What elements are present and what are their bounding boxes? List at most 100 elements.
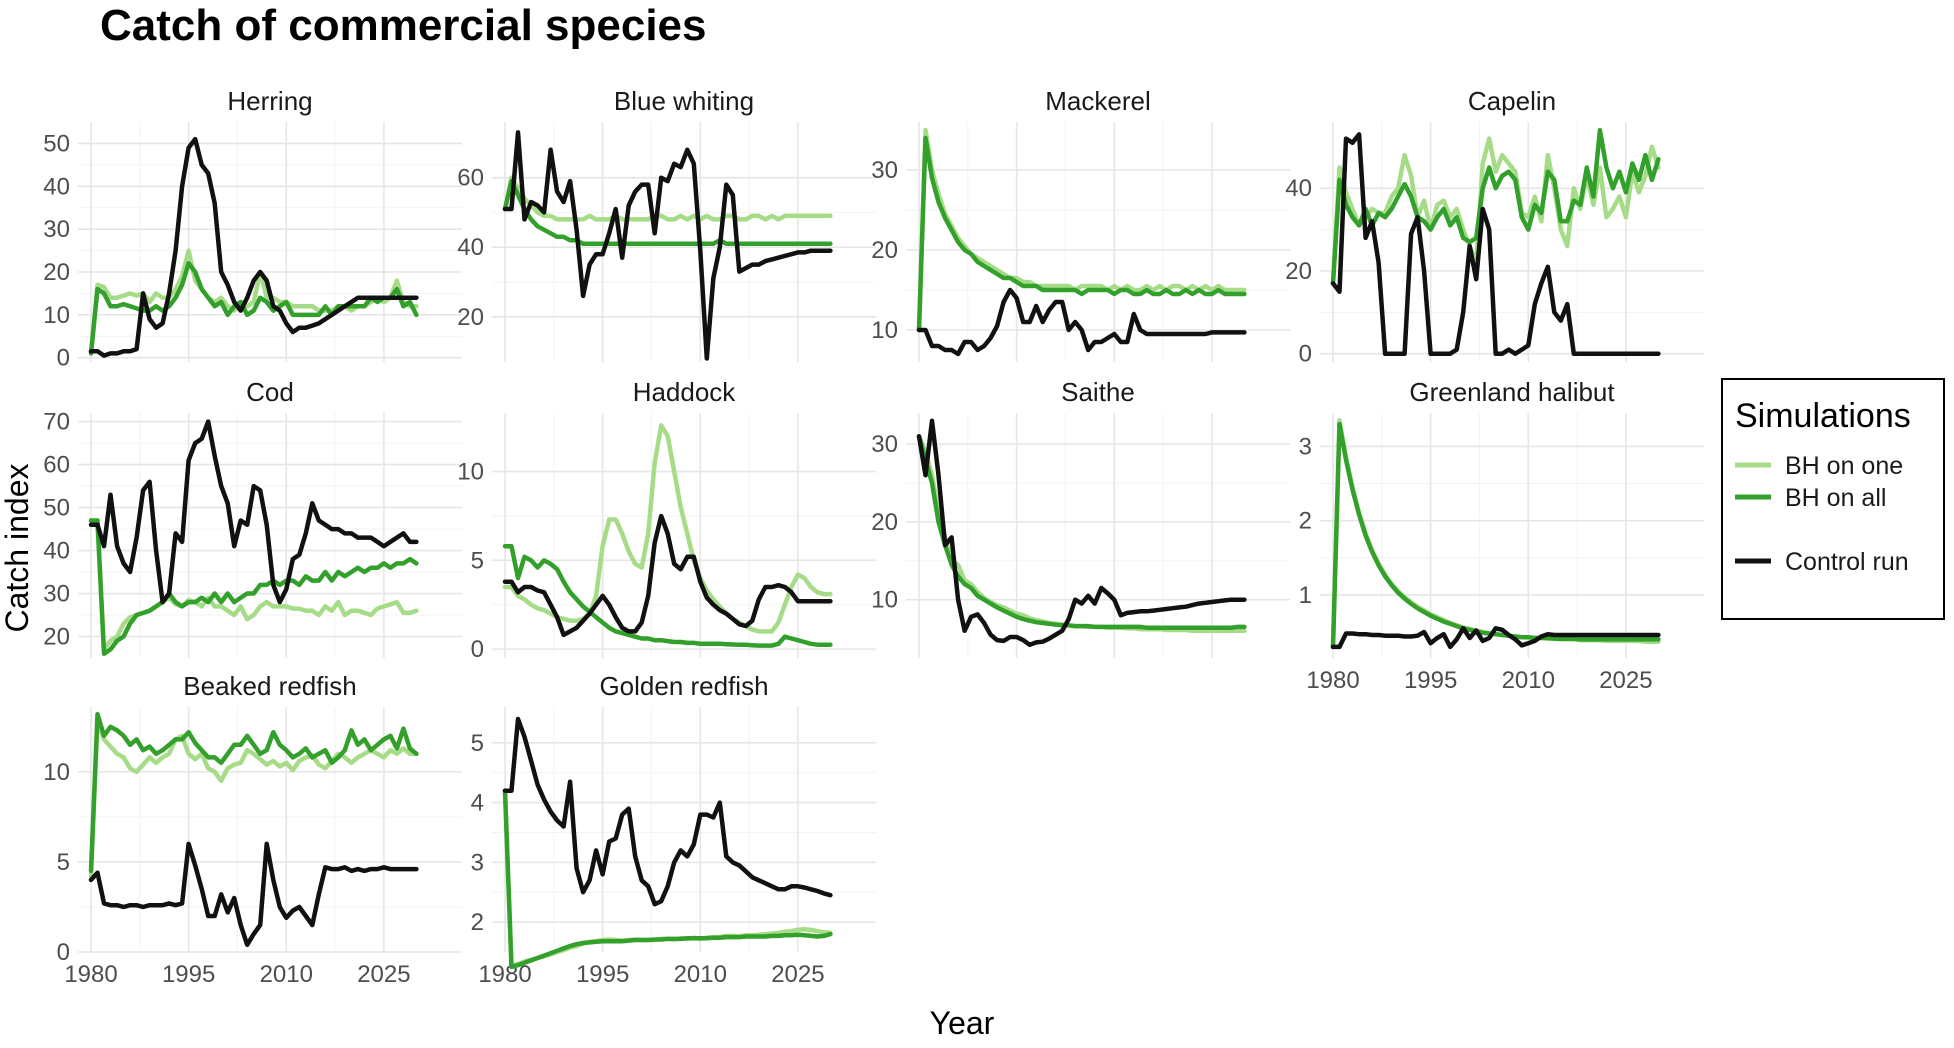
x-tick-label: 1995 [576, 961, 629, 988]
y-tick-label: 20 [1285, 258, 1312, 285]
panel-title: Mackerel [1045, 86, 1150, 116]
y-tick-label: 0 [1299, 341, 1312, 368]
x-tick-label: 2025 [1599, 667, 1652, 694]
series-line-control-run [1330, 626, 1661, 650]
series-line-control-run [88, 841, 419, 948]
series-line-control-run [502, 130, 833, 361]
y-tick-label: 0 [57, 345, 70, 372]
x-tick-label: 1995 [162, 961, 215, 988]
x-tick-label: 1980 [64, 961, 117, 988]
series-line-control-run [502, 716, 833, 907]
panel-title: Saithe [1061, 377, 1135, 407]
y-tick-label: 10 [43, 759, 70, 786]
y-tick-label: 70 [43, 409, 70, 436]
panel-title: Haddock [633, 377, 737, 407]
series-line-bh-on-all [88, 518, 419, 656]
y-tick-label: 30 [43, 581, 70, 608]
legend-entries: BH on one BH on all Control run [1735, 452, 1909, 576]
x-tick-label: 2025 [357, 961, 410, 988]
y-tick-label: 0 [57, 939, 70, 966]
panel-herring: Herring 0 10 20 30 40 50 [43, 86, 462, 372]
series-line-bh-on-one [502, 175, 833, 222]
y-tick-label: 60 [457, 165, 484, 192]
series-line-control-run [88, 419, 419, 605]
y-tick-label: 5 [471, 547, 484, 574]
x-axis-label: Year [930, 1005, 995, 1041]
series-line-bh-on-all [88, 711, 419, 874]
y-tick-label: 30 [871, 157, 898, 184]
series-line-control-run [916, 287, 1247, 357]
y-tick-label: 2 [471, 909, 484, 936]
y-tick-label: 30 [871, 431, 898, 458]
chart-title: Catch of commercial species [100, 1, 706, 50]
legend-label: Control run [1785, 548, 1909, 576]
y-tick-label: 10 [871, 587, 898, 614]
legend-label: BH on one [1785, 452, 1903, 480]
panel-blue-whiting: Blue whiting 20 40 60 [457, 86, 876, 362]
y-tick-label: 30 [43, 216, 70, 243]
y-tick-label: 4 [471, 790, 484, 817]
series-line-bh-on-all [916, 434, 1247, 630]
y-tick-label: 40 [1285, 175, 1312, 202]
panel-saithe: Saithe 10 20 30 [871, 377, 1290, 658]
series-line-control-run [916, 418, 1247, 648]
panel-title: Cod [246, 377, 294, 407]
x-tick-label: 2010 [260, 961, 313, 988]
panel-haddock: Haddock 0 5 10 [457, 377, 876, 663]
y-tick-label: 10 [871, 317, 898, 344]
y-tick-label: 3 [1299, 433, 1312, 460]
y-tick-label: 10 [457, 459, 484, 486]
y-tick-label: 3 [471, 849, 484, 876]
legend-entry-bh-on-all: BH on all [1735, 484, 1886, 512]
x-tick-label: 1980 [1306, 667, 1359, 694]
y-tick-label: 5 [471, 730, 484, 757]
panel-title: Herring [227, 86, 312, 116]
legend-entry-control-run: Control run [1735, 548, 1909, 576]
y-tick-label: 0 [471, 636, 484, 663]
series-line-bh-on-all [502, 543, 833, 648]
x-tick-label: 2025 [771, 961, 824, 988]
series-line-bh-on-one [88, 719, 419, 879]
series-line-bh-on-all [502, 178, 833, 246]
y-tick-label: 40 [457, 234, 484, 261]
y-tick-label: 50 [43, 495, 70, 522]
y-tick-label: 10 [43, 302, 70, 329]
panel-title: Golden redfish [599, 671, 768, 701]
panel-beaked-redfish: Beaked redfish 0 5 10 1980 1995 2010 2025 [43, 671, 462, 988]
y-tick-label: 20 [871, 509, 898, 536]
x-tick-label: 2010 [1502, 667, 1555, 694]
x-tick-label: 2010 [674, 961, 727, 988]
y-tick-label: 40 [43, 538, 70, 565]
y-tick-label: 20 [43, 259, 70, 286]
y-axis-label: Catch index [0, 464, 35, 633]
legend-entry-bh-on-one: BH on one [1735, 452, 1903, 480]
y-tick-label: 40 [43, 173, 70, 200]
x-tick-label: 1995 [1404, 667, 1457, 694]
series-line-bh-on-all [502, 788, 833, 970]
series-line-bh-on-all [916, 135, 1247, 333]
y-tick-label: 2 [1299, 508, 1312, 535]
panel-mackerel: Mackerel 10 20 30 [871, 86, 1290, 362]
panel-title: Beaked redfish [183, 671, 356, 701]
legend-label: BH on all [1785, 484, 1886, 512]
y-tick-label: 20 [871, 237, 898, 264]
panel-cod: Cod 20 30 40 50 60 70 [43, 377, 462, 658]
series-line-bh-on-all [1330, 421, 1661, 650]
series-line-control-run [502, 513, 833, 638]
panel-capelin: Capelin 0 20 40 [1285, 86, 1704, 368]
series-line-bh-on-one [1330, 136, 1661, 286]
panel-title: Capelin [1468, 86, 1556, 116]
series-line-bh-on-all [1330, 128, 1661, 286]
panel-title: Greenland halibut [1409, 377, 1615, 407]
y-tick-label: 20 [43, 624, 70, 651]
legend-title: Simulations [1735, 397, 1911, 435]
series-line-control-run [88, 136, 419, 358]
panel-title: Blue whiting [614, 86, 754, 116]
y-tick-label: 20 [457, 304, 484, 331]
y-tick-label: 5 [57, 849, 70, 876]
panel-greenland-halibut: Greenland halibut 1 2 3 1980 1995 2010 2025 [1299, 377, 1704, 694]
y-tick-label: 60 [43, 452, 70, 479]
